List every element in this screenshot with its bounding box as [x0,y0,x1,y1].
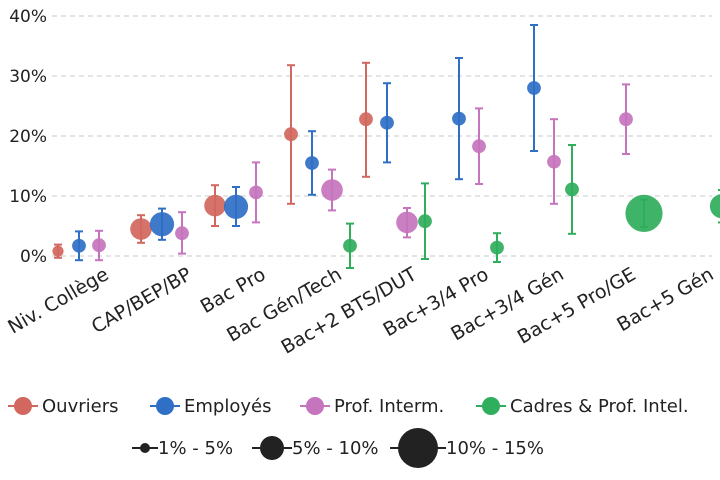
data-point [223,194,249,219]
data-point [547,154,561,169]
data-point [72,238,86,253]
y-tick-label: 0% [20,247,47,267]
legend-marker [306,397,324,415]
data-point [527,81,541,95]
data-point [249,185,263,200]
data-point [321,179,343,201]
y-tick-label: 30% [9,67,47,87]
legend-item-employ-s: Employés [150,396,271,417]
size-legend-item: 5% - 10% [252,436,379,460]
data-point [452,111,466,126]
data-point [359,112,373,127]
legend-marker [482,397,500,415]
legend-marker [14,397,32,415]
data-point [204,194,226,217]
series-cadres-prof-intel [343,144,720,269]
data-point [92,238,106,253]
series-prof-interm [92,83,633,262]
legend-item-cadres-prof-intel: Cadres & Prof. Intel. [476,396,689,417]
data-point [625,194,663,232]
size-legend-label: 10% - 15% [446,438,544,459]
legend-label: Cadres & Prof. Intel. [510,396,689,417]
size-legend-item: 10% - 15% [390,428,544,468]
legend-item-prof-interm: Prof. Interm. [300,396,444,417]
data-point [472,139,486,154]
size-legend-marker [398,428,438,468]
data-point [396,211,418,234]
gridlines [52,15,712,257]
data-point [619,112,633,127]
size-legend-marker [140,443,150,453]
y-tick-label: 20% [9,127,47,147]
legend-item-ouvriers: Ouvriers [8,396,118,417]
legend: Ouvriers Employés Prof. Interm. Cadres & Pr… [8,396,689,468]
y-tick-label: 10% [9,187,47,207]
size-legend-label: 5% - 10% [292,438,379,459]
data-point [709,194,720,219]
data-point [418,214,432,229]
legend-label: Prof. Interm. [334,396,444,417]
data-point [343,238,357,253]
data-point [52,245,64,257]
series-ouvriers [52,61,373,259]
data-point [130,218,152,240]
y-axis-ticks: 0% 10% 20% 30% 40% [9,7,47,267]
legend-label: Ouvriers [42,396,118,417]
data-point [149,212,175,237]
data-point [284,127,298,142]
data-point [305,156,319,170]
data-point [565,182,579,197]
size-legend-label: 1% - 5% [158,438,233,459]
legend-marker [156,397,174,415]
y-tick-label: 40% [9,7,47,27]
legend-label: Employés [184,396,271,417]
data-point [380,115,394,130]
plot-area [52,24,720,269]
data-point [490,240,504,255]
data-point [175,226,189,241]
series-employ-s [72,24,541,262]
size-legend-marker [260,436,284,460]
size-legend-item: 1% - 5% [132,438,233,459]
